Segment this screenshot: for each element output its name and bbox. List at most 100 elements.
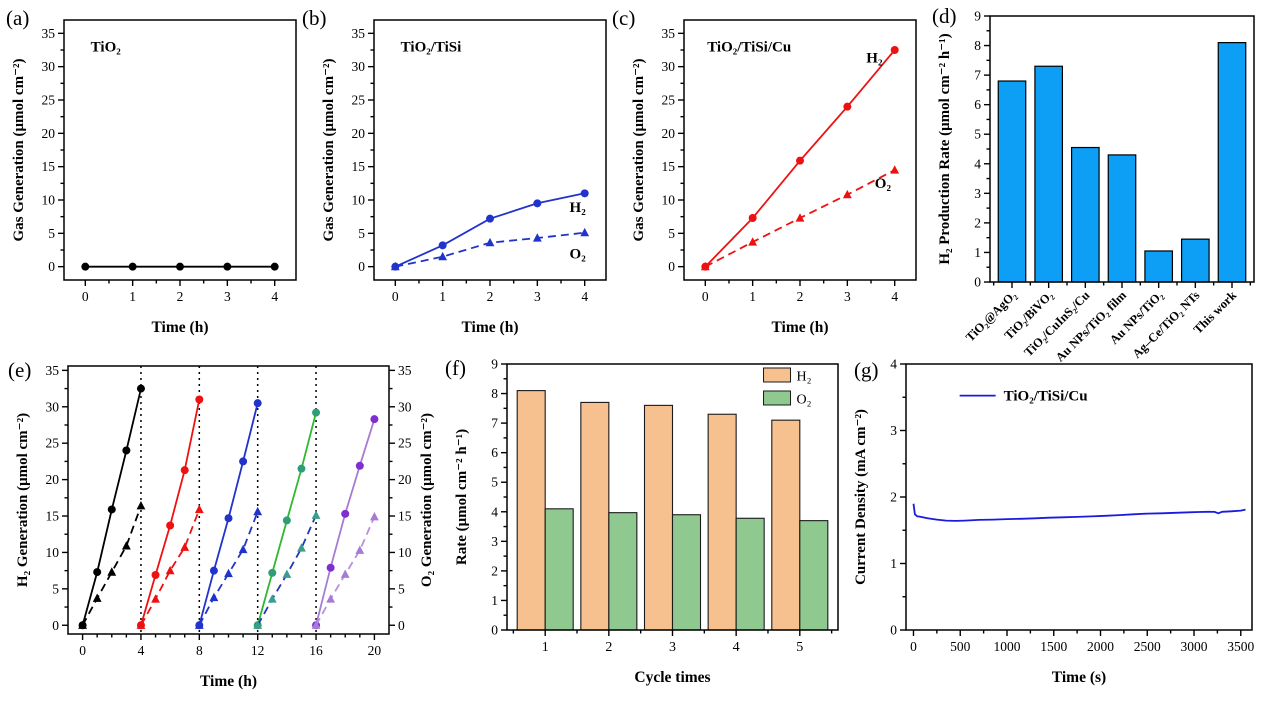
svg-text:5: 5 (491, 475, 498, 490)
panel-f: (f) 1 2 3 4 5 0 1 2 3 4 5 6 7 8 9 Cycle times Rate (μmol… (445, 348, 850, 704)
series-O₂ (395, 231, 585, 268)
marker-triangle (194, 620, 204, 629)
marker-circle (166, 521, 175, 530)
marker-triangle (700, 261, 710, 271)
marker-triangle (748, 237, 758, 246)
svg-text:1: 1 (974, 245, 981, 260)
svg-text:7: 7 (491, 416, 498, 431)
svg-text:12: 12 (251, 643, 265, 658)
svg-text:5: 5 (398, 581, 405, 596)
svg-text:H₂: H₂ (866, 51, 883, 67)
svg-text:1500: 1500 (1040, 639, 1067, 654)
svg-text:30: 30 (662, 59, 676, 74)
bar-O₂-3 (735, 517, 765, 631)
svg-text:5: 5 (974, 127, 981, 142)
marker-circle (355, 461, 364, 470)
svg-text:O₂: O₂ (875, 176, 892, 192)
svg-text:4: 4 (138, 643, 145, 658)
svg-text:20: 20 (352, 126, 366, 141)
marker-circle (128, 262, 137, 271)
svg-text:25: 25 (46, 436, 60, 451)
bar-O₂-4 (799, 520, 829, 631)
panel-g-letter: (g) (854, 358, 879, 382)
svg-text:Time (h): Time (h) (152, 319, 209, 336)
svg-text:4: 4 (974, 156, 981, 171)
svg-text:10: 10 (42, 193, 56, 208)
panel-e-letter: (e) (8, 358, 32, 382)
svg-text:0: 0 (974, 275, 981, 290)
series-cycle5-H₂ (315, 418, 376, 626)
legend-swatch (763, 390, 792, 406)
svg-text:25: 25 (398, 436, 412, 451)
svg-text:O₂: O₂ (570, 247, 587, 263)
svg-text:2: 2 (487, 289, 494, 304)
svg-text:35: 35 (398, 363, 412, 378)
marker-circle (122, 446, 131, 455)
marker-triangle (311, 620, 321, 629)
svg-text:25: 25 (662, 93, 676, 108)
svg-text:0: 0 (702, 289, 709, 304)
marker-triangle (92, 593, 102, 602)
svg-text:Time (h): Time (h) (200, 673, 257, 690)
marker-triangle (580, 227, 590, 237)
marker-circle (176, 262, 184, 271)
marker-triangle (180, 542, 190, 551)
svg-text:3: 3 (491, 534, 498, 549)
panel-b-chart: 0 1 2 3 4 0 5 10 15 20 25 30 35 Time (h) Gas Generatio… (321, 19, 607, 336)
svg-text:8: 8 (974, 38, 981, 53)
svg-text:0: 0 (79, 643, 86, 658)
bar-O₂-0 (544, 508, 574, 631)
svg-text:Current Density (mA cm⁻²): Current Density (mA cm⁻²) (853, 409, 869, 585)
marker-triangle (390, 261, 400, 271)
svg-text:2500: 2500 (1134, 639, 1161, 654)
svg-text:1: 1 (890, 556, 897, 571)
svg-text:25: 25 (352, 93, 366, 108)
svg-text:10: 10 (352, 193, 366, 208)
svg-text:15: 15 (352, 159, 366, 174)
svg-text:0: 0 (358, 259, 365, 274)
series-cycle2-H₂ (140, 399, 201, 626)
svg-text:Time (h): Time (h) (772, 319, 829, 336)
marker-circle (580, 189, 589, 198)
svg-text:0: 0 (890, 623, 897, 638)
svg-text:1000: 1000 (993, 639, 1020, 654)
svg-text:0: 0 (392, 289, 399, 304)
bar-0 (997, 80, 1027, 283)
svg-text:6: 6 (974, 97, 981, 112)
svg-text:4: 4 (890, 357, 897, 372)
svg-text:20: 20 (46, 472, 60, 487)
svg-text:20: 20 (662, 126, 676, 141)
svg-text:15: 15 (46, 509, 60, 524)
panel-d: (d) TiO₂@AgO₂ TiO₂/BiVO₂ TiO₂/CuInS₂/Cu Au … (930, 0, 1270, 364)
marker-circle (370, 415, 379, 424)
marker-circle (239, 457, 248, 466)
marker-triangle (438, 251, 448, 261)
svg-text:2: 2 (797, 289, 804, 304)
svg-text:10: 10 (398, 545, 412, 560)
panel-c-letter: (c) (612, 6, 636, 30)
bar-O₂-2 (671, 514, 702, 631)
svg-text:5: 5 (668, 226, 675, 241)
marker-triangle (136, 501, 146, 510)
svg-text:TiO₂/TiSi/Cu: TiO₂/TiSi/Cu (1004, 389, 1088, 405)
svg-text:1: 1 (749, 289, 756, 304)
marker-triangle (209, 592, 219, 602)
panel-a: (a) 0 1 2 3 4 0 5 10 15 20 25 30 35 Time (h) Gas Gener… (0, 0, 310, 348)
svg-text:15: 15 (398, 509, 412, 524)
svg-text:2: 2 (491, 563, 498, 578)
bar-4 (1144, 250, 1174, 283)
svg-text:3: 3 (974, 186, 981, 201)
bar-O₂-1 (608, 512, 638, 631)
marker-triangle (224, 568, 233, 578)
marker-triangle (326, 594, 336, 603)
svg-text:Cycle times: Cycle times (634, 669, 710, 686)
marker-circle (297, 464, 306, 473)
svg-text:3: 3 (669, 640, 676, 655)
svg-text:3: 3 (890, 423, 897, 438)
marker-triangle (485, 237, 495, 247)
bar-6 (1217, 41, 1247, 283)
svg-text:30: 30 (352, 59, 366, 74)
marker-circle (93, 568, 102, 577)
svg-text:4: 4 (891, 289, 898, 304)
